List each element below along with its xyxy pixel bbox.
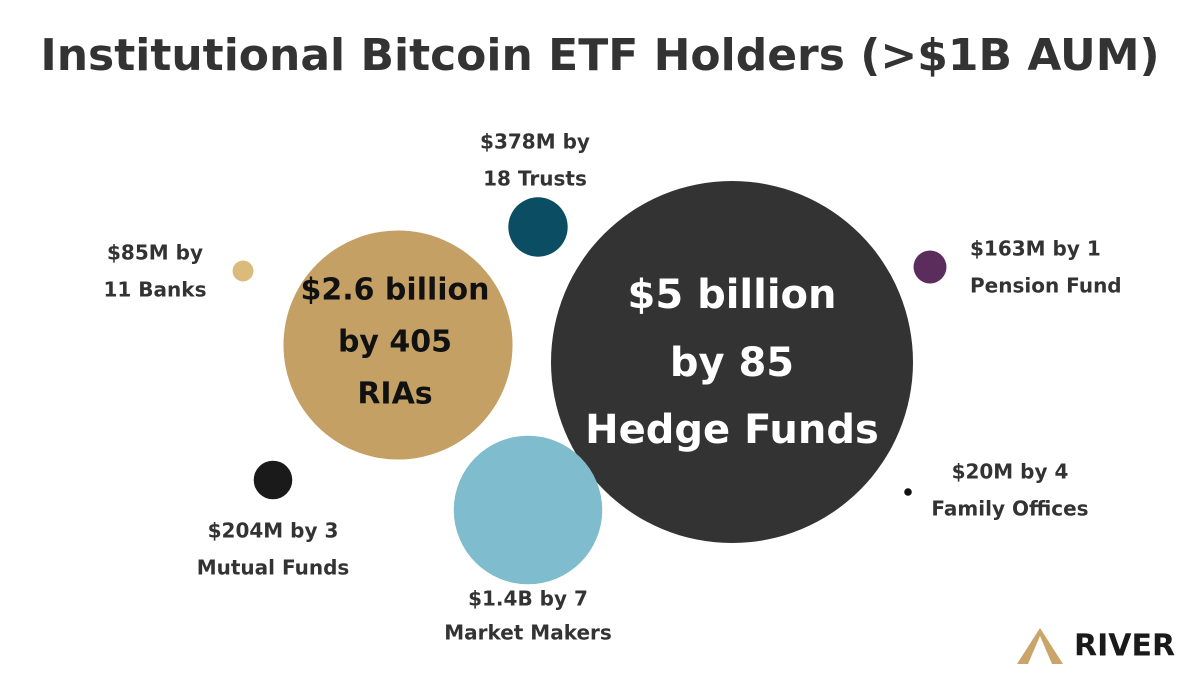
data-label: Mutual Funds — [197, 556, 350, 580]
data-label: $5 billion — [627, 272, 836, 318]
bubble — [508, 197, 568, 257]
data-label: RIAs — [357, 377, 432, 412]
data-label: by 85 — [670, 340, 794, 386]
data-label: 18 Trusts — [483, 167, 587, 191]
data-label: Pension Fund — [970, 274, 1122, 298]
data-label: $204M by 3 — [208, 519, 339, 543]
data-label: $85M by — [107, 241, 203, 265]
bubble — [283, 230, 513, 460]
bubble — [551, 181, 913, 543]
data-label: Family Offices — [931, 497, 1088, 521]
data-label: $1.4B by 7 — [468, 587, 588, 611]
bubble — [453, 435, 603, 585]
data-label: Hedge Funds — [585, 407, 879, 453]
data-label: $163M by 1 — [970, 237, 1101, 261]
bubble — [904, 488, 912, 496]
brand-name: RIVER — [1074, 629, 1175, 664]
data-label: Market Makers — [444, 621, 612, 645]
brand-logo: RIVER — [1017, 628, 1175, 664]
bubble — [232, 260, 254, 282]
data-label: $20M by 4 — [952, 460, 1069, 484]
data-label: by 405 — [338, 325, 452, 360]
logo-icon-inner — [1028, 636, 1052, 664]
bubble — [253, 460, 293, 500]
bubble — [913, 250, 947, 284]
data-label: $378M by — [480, 130, 590, 154]
data-label: 11 Banks — [104, 278, 207, 302]
data-label: $2.6 billion — [300, 273, 489, 308]
chart-title: Institutional Bitcoin ETF Holders (>$1B … — [40, 30, 1159, 81]
